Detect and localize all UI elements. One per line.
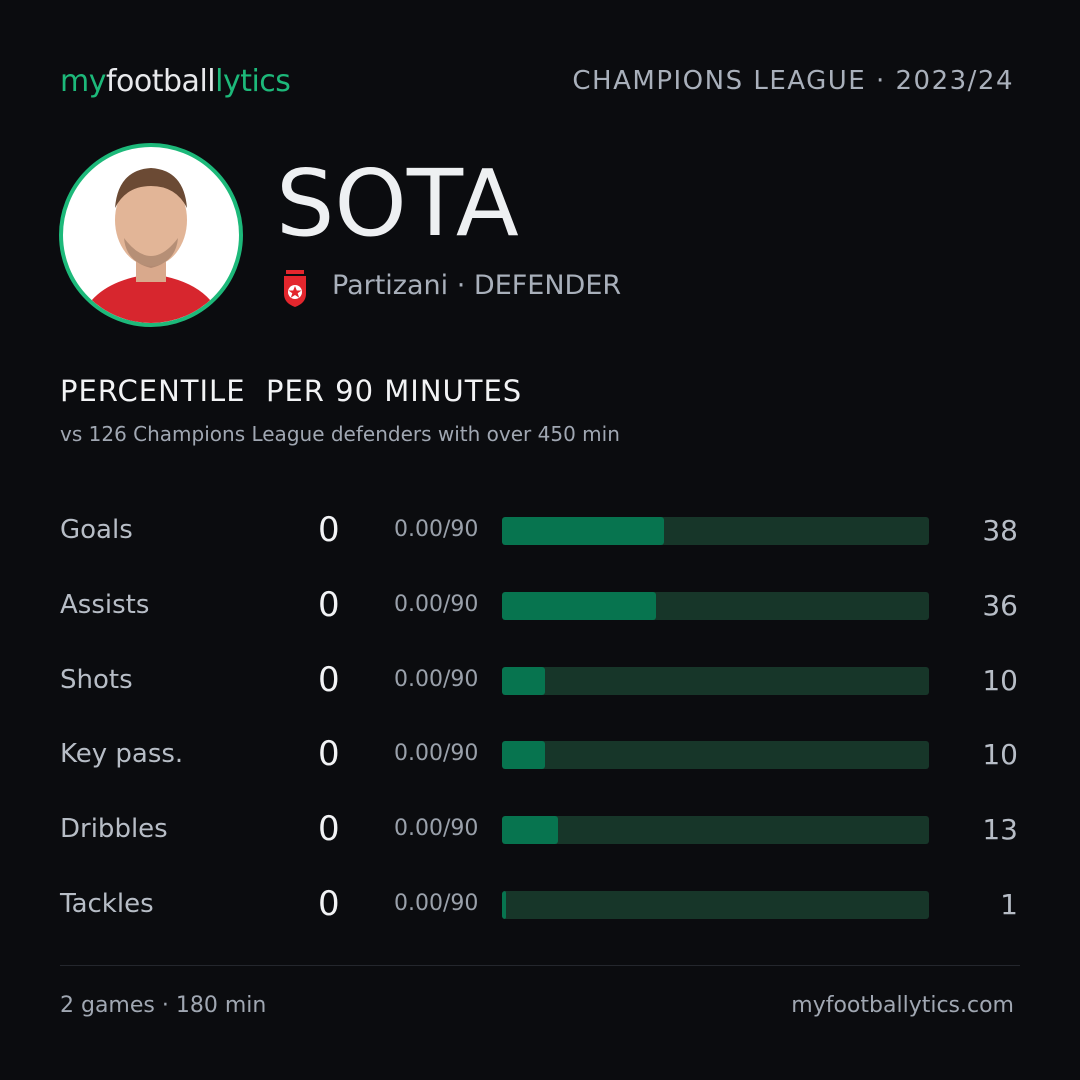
bar-track: [502, 666, 929, 695]
bar: [502, 517, 665, 545]
stat-percentile: 1: [1000, 888, 1018, 921]
stat-label: Dribbles: [60, 814, 168, 845]
brand-part: lytics: [215, 64, 291, 99]
stat-percentile: 13: [982, 813, 1018, 847]
bar: [502, 666, 545, 695]
stat-percentile: 38: [982, 514, 1018, 547]
stat-count: 0: [318, 584, 340, 625]
bar-track: [502, 741, 929, 770]
stat-percentile: 36: [982, 588, 1018, 622]
divider: [60, 965, 1020, 966]
bar: [502, 816, 558, 845]
section-title: PERCENTILE PER 90 MINUTES: [60, 374, 523, 408]
stat-percentile: 10: [982, 738, 1018, 772]
stat-per90: 0.00/90: [394, 891, 479, 916]
bar-track: [502, 891, 929, 919]
stat-per90: 0.00/90: [394, 816, 479, 842]
club-position: Partizani · DEFENDER: [332, 270, 621, 301]
stat-percentile: 10: [982, 663, 1018, 697]
stat-count: 0: [318, 884, 340, 924]
games: 2 games · 180 min: [60, 993, 267, 1018]
competition: CHAMPIONS LEAGUE · 2023/24: [572, 66, 1014, 96]
stat-label: Goals: [60, 515, 133, 545]
club-crest: [284, 270, 306, 307]
position: · DEFENDER: [456, 270, 622, 301]
bar-track: [502, 816, 929, 845]
stat-count: 0: [318, 734, 340, 775]
stat-per90: 0.00/90: [394, 517, 479, 542]
stat-count: 0: [318, 659, 340, 700]
brand-part: my: [60, 64, 106, 99]
bar-track: [502, 591, 929, 620]
bar-track: [502, 517, 929, 545]
player-name: SOTA: [276, 150, 519, 257]
brand-part: football: [105, 64, 216, 99]
stat-label: Key pass.: [60, 739, 184, 770]
brand: myfootballlytics: [60, 64, 291, 99]
stat-per90: 0.00/90: [394, 591, 479, 617]
section-subtitle: vs 126 Champions League defenders with o…: [60, 422, 620, 446]
site: myfootballytics.com: [791, 993, 1014, 1018]
stat-count: 0: [318, 809, 340, 850]
bar: [502, 591, 656, 620]
stat-per90: 0.00/90: [394, 666, 479, 692]
stat-count: 0: [318, 510, 340, 550]
player-photo: [59, 143, 243, 327]
bar: [502, 891, 507, 919]
bar: [502, 741, 545, 770]
stat-per90: 0.00/90: [394, 741, 479, 767]
stat-label: Assists: [60, 589, 150, 620]
club: Partizani: [332, 270, 449, 301]
stat-label: Tackles: [60, 889, 154, 919]
stat-label: Shots: [60, 664, 133, 695]
